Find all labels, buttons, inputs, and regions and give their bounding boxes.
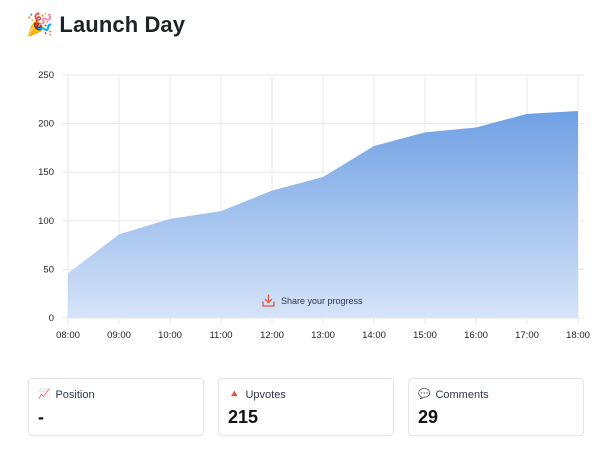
stats-cards: 📈 Position - 🔺 Upvotes 215 💬 Comments 29 [28, 378, 584, 436]
party-popper-icon: 🎉 [26, 12, 54, 37]
download-icon [262, 294, 275, 307]
x-tick-label: 08:00 [56, 330, 80, 341]
stat-card-position: 📈 Position - [28, 378, 204, 436]
y-axis-ticks: 0 50 100 150 200 250 [38, 70, 54, 324]
x-tick-label: 13:00 [311, 330, 335, 341]
stat-value: - [38, 407, 44, 427]
x-tick-label: 15:00 [413, 330, 437, 341]
stat-label: Position [55, 389, 95, 401]
page-header: 🎉 Launch Day [26, 12, 185, 38]
x-tick-label: 12:00 [260, 330, 284, 341]
share-progress-label: Share your progress [281, 295, 363, 306]
upvotes-chart: 0 50 100 150 200 250 08:00 09:00 10:00 11:00 12:0… [0, 60, 600, 350]
chart-area-series [68, 110, 578, 318]
y-tick-label: 0 [49, 313, 54, 324]
stat-label: Upvotes [245, 389, 286, 401]
chart-icon: 📈 [38, 389, 51, 400]
y-tick-label: 200 [38, 119, 54, 130]
x-axis-ticks: 08:00 09:00 10:00 11:00 12:00 13:00 14:00 15:00… [56, 330, 590, 341]
x-tick-label: 10:00 [158, 330, 182, 341]
speech-bubble-icon: 💬 [418, 389, 431, 400]
x-tick-label: 14:00 [362, 330, 386, 341]
stat-card-comments: 💬 Comments 29 [408, 378, 584, 436]
stat-value: 29 [418, 407, 439, 427]
y-tick-label: 150 [38, 167, 54, 178]
stat-value: 215 [228, 407, 259, 427]
y-tick-label: 250 [38, 70, 54, 81]
x-tick-label: 16:00 [464, 330, 488, 341]
series-area [68, 110, 578, 318]
chart-svg: 0 50 100 150 200 250 08:00 09:00 10:00 11:00 12:0… [38, 70, 590, 341]
share-progress-button[interactable]: Share your progress [262, 294, 363, 307]
x-tick-label: 17:00 [515, 330, 539, 341]
stat-card-upvotes: 🔺 Upvotes 215 [218, 378, 394, 436]
stat-label: Comments [435, 389, 489, 401]
x-tick-label: 18:00 [566, 330, 590, 341]
triangle-up-icon: 🔺 [228, 389, 241, 400]
y-tick-label: 50 [43, 264, 54, 275]
x-tick-label: 11:00 [209, 330, 232, 341]
x-tick-label: 09:00 [107, 330, 131, 341]
page-title: Launch Day [59, 12, 186, 37]
y-tick-label: 100 [38, 216, 54, 227]
